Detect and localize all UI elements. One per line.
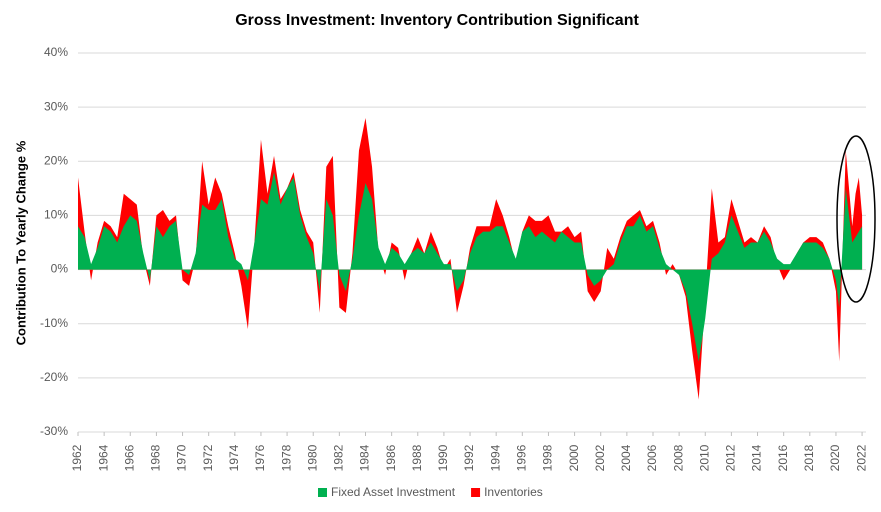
y-tick-label: -20% [40, 370, 68, 384]
x-tick-label: 1988 [410, 444, 424, 471]
y-tick-label: 40% [44, 45, 68, 59]
x-tick-label: 2010 [697, 444, 711, 471]
x-tick-label: 1966 [122, 444, 136, 471]
x-tick-label: 1964 [96, 444, 110, 471]
x-tick-label: 2014 [750, 444, 764, 471]
x-tick-label: 1984 [358, 444, 372, 471]
y-tick-label: 20% [44, 153, 68, 167]
x-tick-label: 1970 [175, 444, 189, 471]
y-tick-label: 10% [44, 208, 68, 222]
x-tick-label: 1968 [149, 444, 163, 471]
x-tick-label: 1974 [227, 444, 241, 471]
x-tick-label: 1998 [541, 444, 555, 471]
legend-label: Fixed Asset Investment [331, 485, 456, 499]
x-tick-label: 1980 [305, 444, 319, 471]
highlight-ellipse [836, 135, 876, 303]
y-tick-label: -30% [40, 424, 68, 438]
areas [78, 117, 863, 400]
x-tick-label: 1986 [384, 444, 398, 471]
axes: -30% -20% -10% 0% 10% 20% 30% 40% 1962 1964 1966 19… [40, 45, 868, 471]
y-tick-label: 30% [44, 99, 68, 113]
x-tick-label: 1962 [70, 444, 84, 471]
y-axis-label: Contribution To Yearly Change % [13, 140, 28, 345]
x-tick-label: 2018 [802, 444, 816, 471]
x-tick-label: 2002 [593, 444, 607, 471]
x-tick-label: 2004 [619, 444, 633, 471]
legend: Fixed Asset Investment Inventories [318, 485, 543, 499]
x-tick-label: 1996 [514, 444, 528, 471]
x-tick-label: 1990 [436, 444, 450, 471]
x-tick-label: 1982 [332, 444, 346, 471]
x-tick-label: 1978 [279, 444, 293, 471]
x-tick-label: 1992 [462, 444, 476, 471]
x-tick-label: 2022 [854, 444, 868, 471]
chart-title: Gross Investment: Inventory Contribution… [235, 12, 639, 29]
x-tick-label: 2006 [645, 444, 659, 471]
legend-swatch [318, 488, 327, 497]
x-tick-label: 1994 [488, 444, 502, 471]
x-tick-label: 2016 [776, 444, 790, 471]
x-tick-label: 1976 [253, 444, 267, 471]
legend-swatch [471, 488, 481, 497]
x-tick-label: 2000 [567, 444, 581, 471]
y-tick-label: -10% [40, 316, 68, 330]
y-tick-label: 0% [51, 262, 69, 276]
x-tick-label: 1972 [201, 444, 215, 471]
x-tick-label: 2012 [724, 444, 738, 471]
x-tick-label: 2008 [671, 444, 685, 471]
area-series [78, 172, 863, 362]
x-tick-label: 2020 [828, 444, 842, 471]
legend-label: Inventories [484, 485, 543, 499]
